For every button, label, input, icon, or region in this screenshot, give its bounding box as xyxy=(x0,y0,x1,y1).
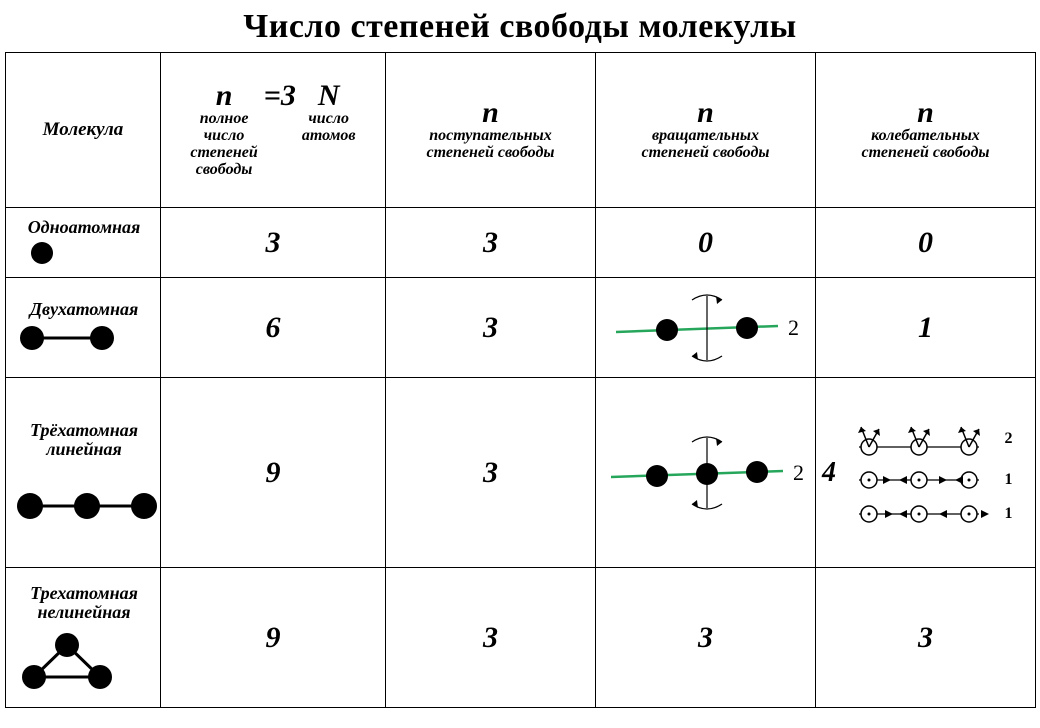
header-molecule-label: Молекула xyxy=(43,119,124,140)
table-row: Двухатомная 6 3 xyxy=(6,278,1036,378)
mono-atom-icon xyxy=(12,239,72,267)
cell-total: 9 xyxy=(161,568,386,708)
header-eq-sign: =3 xyxy=(264,81,296,111)
value-rot: 2 xyxy=(788,315,799,341)
header-total-sub4: свободы xyxy=(196,162,253,179)
rotation-diagram-diatomic xyxy=(612,288,782,368)
header-rot-sub2: степеней свободы xyxy=(642,145,770,162)
header-rot-sub1: вращательных xyxy=(652,128,759,145)
molecule-name-l1: Трёхатомная xyxy=(12,421,156,440)
header-trans-sub1: поступательных xyxy=(429,128,552,145)
value-vib: 0 xyxy=(918,226,933,259)
vib-mode-asym-icon xyxy=(839,499,999,529)
triatomic-nonlinear-icon xyxy=(12,631,122,691)
cell-trans: 3 xyxy=(386,278,596,378)
rotation-diagram-triatomic xyxy=(607,430,787,516)
cell-molecule: Двухатомная xyxy=(6,278,161,378)
page-title: Число степеней свободы молекулы xyxy=(0,8,1040,46)
header-translational: n поступательных степеней свободы xyxy=(386,53,596,208)
table-row: Трехатомная нелинейная 9 3 3 3 xyxy=(6,568,1036,708)
header-trans-sub2: степеней свободы xyxy=(427,145,555,162)
cell-molecule: Трехатомная нелинейная xyxy=(6,568,161,708)
table-row: Трёхатомная линейная 9 3 xyxy=(6,378,1036,568)
cell-total: 6 xyxy=(161,278,386,378)
header-vib-sub1: колебательных xyxy=(871,128,980,145)
header-atoms-sub2: атомов xyxy=(302,128,356,145)
cell-rot: 2 xyxy=(596,378,816,568)
header-atoms-sub1: число xyxy=(308,111,349,128)
header-molecule: Молекула xyxy=(6,53,161,208)
molecule-name-l2: линейная xyxy=(12,440,156,459)
cell-vib: 4 xyxy=(816,378,1036,568)
cell-vib: 0 xyxy=(816,208,1036,278)
header-n-symbol-vib: n xyxy=(917,98,934,128)
table-body: Одноатомная 3 3 0 0 Двухатомная 6 3 xyxy=(6,208,1036,708)
table-row: Одноатомная 3 3 0 0 xyxy=(6,208,1036,278)
vib-mode-label: 1 xyxy=(1005,471,1013,489)
diatomic-icon xyxy=(12,321,122,355)
header-big-n-symbol: N xyxy=(318,81,340,111)
cell-trans: 3 xyxy=(386,208,596,278)
header-rotational: n вращательных степеней свободы xyxy=(596,53,816,208)
vib-mode-label: 1 xyxy=(1005,505,1013,523)
cell-vib: 3 xyxy=(816,568,1036,708)
cell-rot: 0 xyxy=(596,208,816,278)
cell-molecule: Трёхатомная линейная xyxy=(6,378,161,568)
header-n-symbol-total: n xyxy=(216,81,233,111)
value-total: 9 xyxy=(266,621,281,654)
table-header-row: Молекула n полное число степеней свободы… xyxy=(6,53,1036,208)
value-total: 9 xyxy=(266,456,281,489)
cell-rot: 2 xyxy=(596,278,816,378)
vib-mode-label: 2 xyxy=(1005,430,1013,448)
value-trans: 3 xyxy=(483,621,498,654)
molecule-name: Одноатомная xyxy=(12,218,156,237)
cell-vib: 1 xyxy=(816,278,1036,378)
value-vib-total: 4 xyxy=(822,457,836,489)
header-vib-sub2: степеней свободы xyxy=(862,145,990,162)
header-n-symbol-trans: n xyxy=(482,98,499,128)
cell-trans: 3 xyxy=(386,378,596,568)
value-total: 6 xyxy=(266,311,281,344)
header-total-sub1: полное xyxy=(200,111,249,128)
degrees-of-freedom-table: Молекула n полное число степеней свободы… xyxy=(5,52,1036,708)
cell-trans: 3 xyxy=(386,568,596,708)
value-trans: 3 xyxy=(483,311,498,344)
cell-total: 3 xyxy=(161,208,386,278)
value-vib: 1 xyxy=(918,311,933,344)
header-n-symbol-rot: n xyxy=(697,98,714,128)
header-total: n полное число степеней свободы =3 N чис… xyxy=(161,53,386,208)
header-total-sub3: степеней xyxy=(190,145,257,162)
value-trans: 3 xyxy=(483,456,498,489)
value-rot: 0 xyxy=(698,226,713,259)
header-vibrational: n колебательных степеней свободы xyxy=(816,53,1036,208)
value-vib: 3 xyxy=(918,621,933,654)
cell-molecule: Одноатомная xyxy=(6,208,161,278)
value-rot: 2 xyxy=(793,460,804,486)
value-rot: 3 xyxy=(698,621,713,654)
value-trans: 3 xyxy=(483,226,498,259)
header-total-sub2: число xyxy=(204,128,245,145)
vib-mode-sym-icon xyxy=(839,465,999,495)
molecule-name-l1: Трехатомная xyxy=(12,584,156,603)
cell-rot: 3 xyxy=(596,568,816,708)
molecule-name-l2: нелинейная xyxy=(12,603,156,622)
value-total: 3 xyxy=(266,226,281,259)
cell-total: 9 xyxy=(161,378,386,568)
vib-mode-perp-icon xyxy=(839,417,999,461)
molecule-name: Двухатомная xyxy=(12,300,156,319)
triatomic-linear-icon xyxy=(12,488,162,524)
